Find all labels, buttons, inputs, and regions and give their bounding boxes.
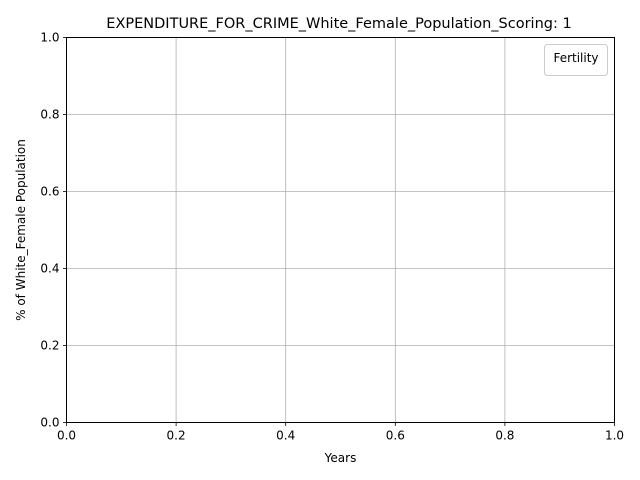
x-tick-label: 0.8: [495, 429, 514, 443]
y-tick-label: 0.6: [40, 185, 59, 199]
grid: [66, 37, 615, 423]
axis-ticks: 0.0 0.2 0.4 0.6 0.8 1.0 0.0 0.2 0.4 0.6 0.8 1.0: [40, 31, 624, 443]
x-tick-label: 0.0: [57, 429, 76, 443]
legend-title: Fertility: [553, 51, 598, 65]
y-tick-label: 1.0: [40, 31, 59, 45]
y-axis-label: % of White_Female Population: [14, 139, 28, 321]
x-tick-label: 1.0: [605, 429, 624, 443]
x-axis-label: Years: [324, 451, 357, 465]
y-tick-label: 0.2: [40, 339, 59, 353]
legend-box: [544, 44, 608, 76]
x-tick-label: 0.6: [386, 429, 405, 443]
plot-area-frame: [66, 37, 615, 423]
y-tick-label: 0.4: [40, 262, 59, 276]
y-tick-label: 0.0: [40, 416, 59, 430]
legend: Fertility: [544, 44, 608, 76]
chart-title: EXPENDITURE_FOR_CRIME_White_Female_Popul…: [106, 16, 571, 32]
x-tick-label: 0.2: [167, 429, 186, 443]
y-tick-label: 0.8: [40, 108, 59, 122]
x-tick-label: 0.4: [276, 429, 295, 443]
